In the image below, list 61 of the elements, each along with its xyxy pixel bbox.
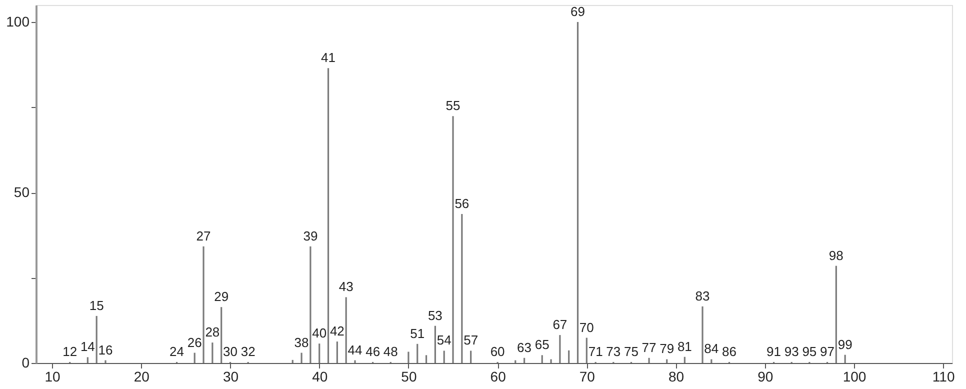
annotation: 95 xyxy=(802,344,817,359)
annotation: 63 xyxy=(517,340,532,355)
x-tick-label: 60 xyxy=(490,368,506,384)
annotation: 40 xyxy=(312,326,327,341)
annotation: 41 xyxy=(321,50,336,66)
annotation: 79 xyxy=(660,341,674,356)
x-tick-label: 80 xyxy=(668,368,684,384)
x-tick-label: 50 xyxy=(401,368,417,384)
annotation: 38 xyxy=(294,334,309,350)
y-tick-label: 50 xyxy=(14,184,30,200)
annotation: 28 xyxy=(205,324,220,340)
x-tick-label: 110 xyxy=(932,368,955,384)
annotation: 48 xyxy=(383,344,398,359)
annotation: 86 xyxy=(722,344,736,359)
annotation: 70 xyxy=(579,320,594,335)
annotation: 77 xyxy=(642,340,656,355)
y-tick-label: 100 xyxy=(6,14,30,30)
annotation: 57 xyxy=(464,332,478,348)
annotation: 60 xyxy=(490,344,505,359)
annotation: 75 xyxy=(624,344,638,359)
annotation: 69 xyxy=(570,4,585,20)
annotation: 46 xyxy=(366,344,380,359)
x-tick-label: 30 xyxy=(222,368,239,384)
annotation: 16 xyxy=(98,342,113,358)
x-tick-label: 40 xyxy=(312,368,328,384)
annotation: 55 xyxy=(446,98,460,114)
annotation: 93 xyxy=(784,344,799,359)
annotation: 24 xyxy=(170,344,184,359)
annotation: 56 xyxy=(454,196,470,212)
x-tick-label: 10 xyxy=(44,368,61,384)
annotation: 29 xyxy=(214,289,229,304)
annotation: 32 xyxy=(240,344,256,359)
x-tick-label: 20 xyxy=(134,368,150,384)
annotation: 12 xyxy=(62,344,78,359)
annotation: 99 xyxy=(838,336,852,352)
annotation: 83 xyxy=(695,288,710,304)
annotation: 42 xyxy=(330,324,344,339)
annotation: 98 xyxy=(828,248,844,263)
y-tick-label: 0 xyxy=(22,354,30,370)
x-tick-label: 70 xyxy=(579,368,596,384)
annotation: 44 xyxy=(348,342,362,358)
annotation: 71 xyxy=(588,344,603,359)
annotation: 54 xyxy=(436,332,452,348)
annotation: 15 xyxy=(89,298,104,313)
annotation: 67 xyxy=(552,317,568,332)
annotation: 84 xyxy=(704,341,719,356)
annotation: 73 xyxy=(606,344,621,359)
annotation: 27 xyxy=(196,228,211,244)
annotation: 81 xyxy=(677,338,692,354)
x-tick-label: 90 xyxy=(758,368,774,384)
annotation: 91 xyxy=(766,344,782,359)
annotation: 30 xyxy=(223,344,238,359)
x-tick-label: 100 xyxy=(842,368,866,384)
annotation: 14 xyxy=(80,339,95,354)
annotation: 53 xyxy=(428,308,442,323)
annotation: 39 xyxy=(303,228,318,244)
annotation: 51 xyxy=(410,326,425,341)
annotation: 97 xyxy=(820,344,834,359)
annotation: 65 xyxy=(534,337,550,352)
annotation: 26 xyxy=(187,334,202,350)
annotation: 43 xyxy=(338,279,354,294)
